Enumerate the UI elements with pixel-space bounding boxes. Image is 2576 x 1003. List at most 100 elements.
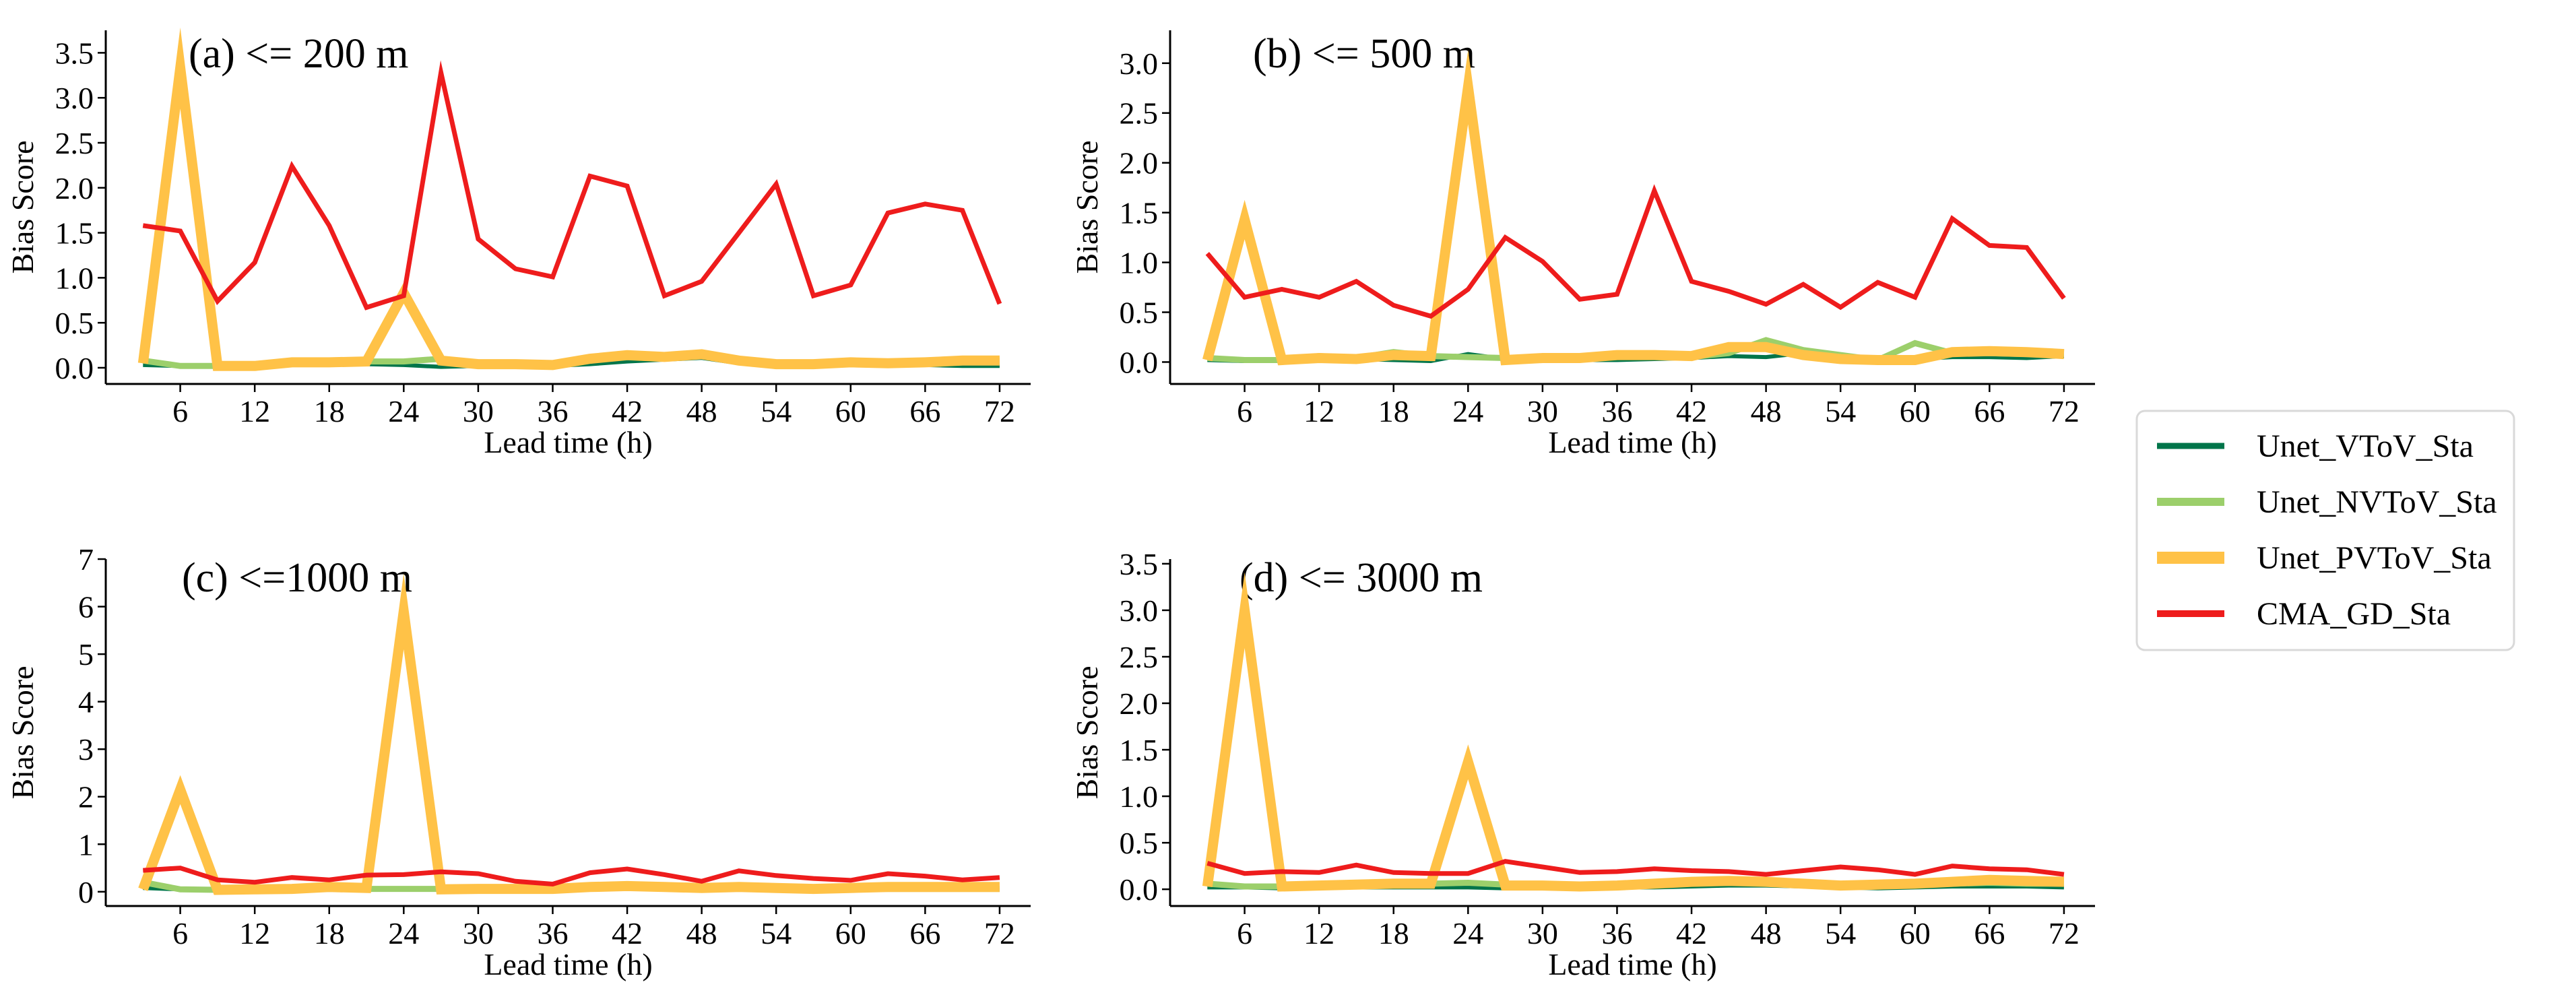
- x-tick-label: 42: [612, 916, 643, 950]
- y-axis-label: Bias Score: [5, 666, 40, 799]
- y-tick-label: 1.5: [55, 216, 94, 251]
- y-tick-label: 7: [78, 542, 94, 577]
- x-tick-label: 42: [612, 394, 643, 428]
- x-tick-label: 48: [686, 916, 717, 950]
- legend-item: Unet_VToV_Sta: [2157, 428, 2474, 464]
- x-tick-label: 6: [1237, 394, 1252, 428]
- legend-label: Unet_PVToV_Sta: [2257, 540, 2492, 576]
- x-tick-label: 18: [1378, 394, 1409, 428]
- series-line-cma-gd-sta: [1206, 859, 2065, 877]
- x-tick-label: 60: [835, 916, 866, 950]
- panel-d: 6 12 18 24 30 36 42 48 54 60 66 72 0.0 0.5 1.0 1.5 2.0 2.…: [1070, 547, 2095, 981]
- x-tick-label: 54: [761, 394, 792, 428]
- x-tick-label: 36: [537, 394, 568, 428]
- x-tick-label: 24: [1452, 394, 1483, 428]
- y-tick-label: 3.5: [1120, 547, 1159, 581]
- y-tick-label: 1.0: [55, 261, 94, 295]
- series-line-cma-gd-sta: [1205, 184, 2066, 319]
- panel-title: (c) <=1000 m: [182, 555, 412, 601]
- x-tick-label: 54: [1825, 916, 1856, 950]
- x-tick-label: 60: [835, 394, 866, 428]
- x-tick-label: 18: [1378, 916, 1409, 950]
- y-tick-label: 6: [78, 590, 94, 624]
- x-tick-label: 66: [909, 394, 940, 428]
- legend-item: Unet_NVToV_Sta: [2157, 484, 2497, 520]
- x-tick-label: 6: [1237, 916, 1252, 950]
- x-tick-label: 48: [686, 394, 717, 428]
- legend-frame: [2135, 410, 2515, 651]
- x-tick-label: 12: [239, 916, 270, 950]
- x-tick-label: 66: [1974, 916, 2005, 950]
- legend-item: Unet_PVToV_Sta: [2157, 540, 2492, 576]
- y-tick-label: 4: [78, 685, 94, 719]
- y-axis-label: Bias Score: [1070, 666, 1104, 799]
- x-tick-label: 66: [909, 916, 940, 950]
- x-tick-label: 42: [1676, 916, 1707, 950]
- y-tick-label: 0.0: [1120, 872, 1159, 907]
- x-tick-label: 54: [761, 916, 792, 950]
- x-tick-label: 48: [1751, 394, 1782, 428]
- series-line-cma-gd-sta: [143, 866, 1000, 887]
- series-line-unet-pvtov-sta: [137, 27, 1000, 371]
- x-tick-label: 24: [1452, 916, 1483, 950]
- x-tick-label: 72: [2049, 916, 2080, 950]
- y-tick-label: 0: [78, 875, 94, 909]
- x-tick-label: 36: [537, 916, 568, 950]
- panel-a: 6 12 18 24 30 36 42 48 54 60 66 72 0.0 0.5 1.0 1.5 2.0 2.…: [5, 27, 1031, 459]
- x-tick-label: 72: [2049, 394, 2080, 428]
- x-tick-label: 66: [1974, 394, 2005, 428]
- x-tick-label: 18: [314, 916, 345, 950]
- y-tick-label: 0.0: [1120, 345, 1159, 379]
- panel-b: 6 12 18 24 30 36 42 48 54 60 66 72 0.0 0.5 1.0 1.5 2.0 2.…: [1070, 30, 2095, 459]
- x-tick-label: 42: [1676, 394, 1707, 428]
- series-line-unet-pvtov-sta: [1202, 572, 2065, 892]
- y-tick-label: 0.5: [55, 306, 94, 340]
- x-axis-label: Lead time (h): [484, 425, 652, 459]
- x-axis-label: Lead time (h): [1548, 947, 1716, 981]
- legend-label: Unet_NVToV_Sta: [2257, 484, 2497, 520]
- y-tick-label: 3.0: [1120, 593, 1159, 628]
- y-tick-label: 2.0: [1120, 686, 1159, 721]
- x-tick-label: 48: [1751, 916, 1782, 950]
- legend-label: CMA_GD_Sta: [2257, 596, 2451, 632]
- x-tick-label: 6: [172, 916, 188, 950]
- x-tick-label: 24: [388, 394, 419, 428]
- x-tick-label: 60: [1900, 916, 1931, 950]
- y-tick-label: 0.5: [1120, 826, 1159, 860]
- y-tick-label: 2.0: [1120, 146, 1159, 181]
- panel-title: (d) <= 3000 m: [1239, 555, 1483, 601]
- series-line-cma-gd-sta: [142, 60, 1002, 311]
- x-tick-label: 12: [1303, 394, 1334, 428]
- x-tick-label: 30: [463, 394, 494, 428]
- y-axis-label: Bias Score: [5, 140, 40, 273]
- x-axis-label: Lead time (h): [1548, 425, 1716, 459]
- x-tick-label: 30: [1527, 394, 1558, 428]
- y-tick-label: 3.0: [1120, 46, 1159, 81]
- x-tick-label: 24: [388, 916, 419, 950]
- series-line-unet-pvtov-sta: [138, 573, 1000, 895]
- x-tick-label: 60: [1900, 394, 1931, 428]
- x-tick-label: 12: [239, 394, 270, 428]
- legend-item: CMA_GD_Sta: [2157, 596, 2451, 632]
- series-line-unet-pvtov-sta: [1202, 50, 2065, 366]
- x-axis-label: Lead time (h): [484, 947, 652, 981]
- x-tick-label: 30: [1527, 916, 1558, 950]
- y-tick-label: 1.0: [1120, 246, 1159, 280]
- y-tick-label: 0.5: [1120, 296, 1159, 330]
- x-tick-label: 12: [1303, 916, 1334, 950]
- y-tick-label: 5: [78, 637, 94, 672]
- y-tick-label: 2.5: [1120, 96, 1159, 131]
- y-tick-label: 0.0: [55, 351, 94, 385]
- y-tick-label: 1.0: [1120, 779, 1159, 814]
- y-tick-label: 1.5: [1120, 733, 1159, 767]
- legend-label: Unet_VToV_Sta: [2257, 428, 2474, 464]
- x-tick-label: 72: [984, 916, 1015, 950]
- panel-title: (b) <= 500 m: [1253, 31, 1475, 77]
- x-tick-label: 72: [984, 394, 1015, 428]
- y-tick-label: 2.5: [55, 126, 94, 160]
- x-tick-label: 6: [172, 394, 188, 428]
- y-tick-label: 1: [78, 827, 94, 862]
- y-tick-label: 3.0: [55, 81, 94, 115]
